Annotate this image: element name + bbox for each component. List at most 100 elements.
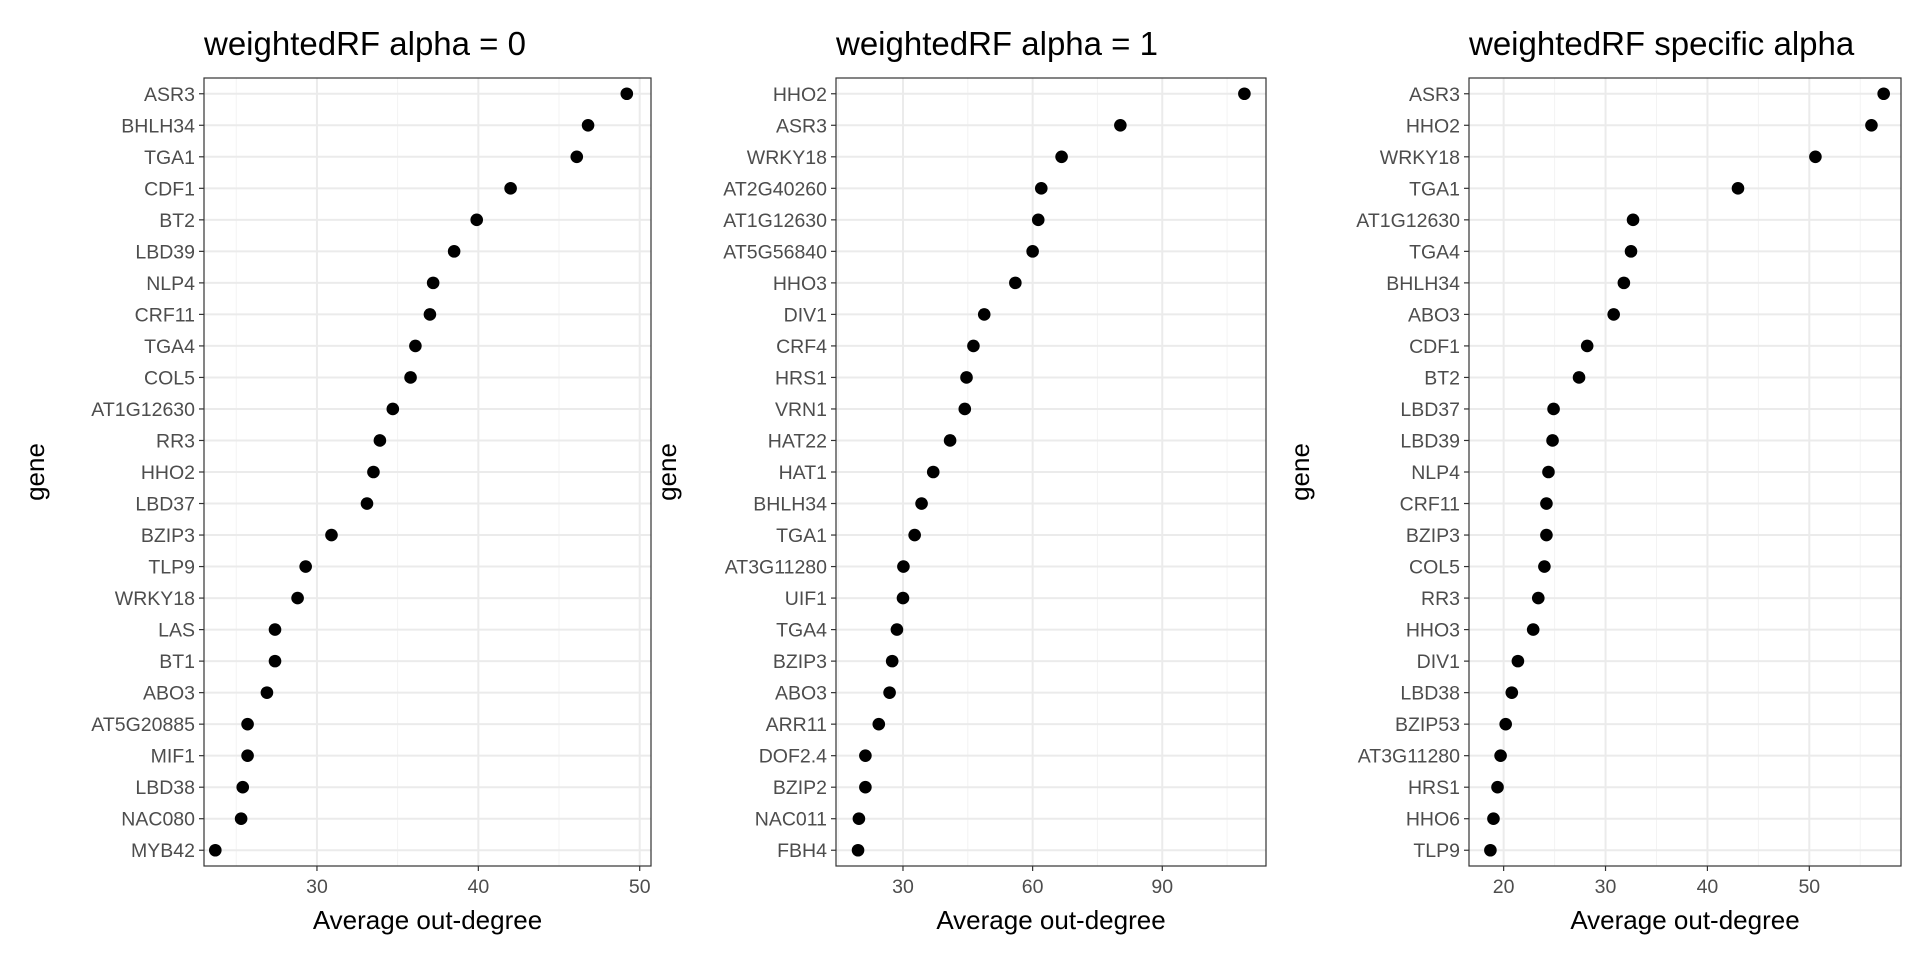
data-point-ASR3 — [620, 87, 634, 101]
data-point-TLP9 — [299, 560, 312, 573]
data-point-ASR3 — [1114, 118, 1127, 132]
x-axis-title: Average out-degree — [936, 905, 1165, 935]
data-point-TGA1 — [1731, 182, 1745, 195]
x-tick-label: 90 — [1151, 876, 1173, 898]
y-tick-label: AT2G40260 — [723, 178, 827, 200]
y-tick-label: ABO3 — [143, 683, 195, 705]
data-point-BZIP3 — [885, 654, 899, 668]
x-tick-label: 40 — [1697, 876, 1719, 898]
y-tick-label: DIV1 — [784, 304, 827, 326]
data-point-NLP4 — [426, 276, 440, 290]
y-tick-label: TGA4 — [1409, 241, 1460, 263]
data-point-DIV1 — [977, 308, 991, 321]
y-tick-label: AT1G12630 — [723, 210, 827, 232]
data-point-CRF4 — [967, 339, 980, 353]
y-tick-label: DOF2.4 — [759, 746, 827, 768]
data-point-AT1G12630 — [1031, 213, 1045, 227]
data-point-MYB42 — [208, 843, 222, 857]
panel-title: weightedRF specific alpha — [1468, 25, 1855, 62]
y-tick-label: BT1 — [159, 651, 195, 673]
data-point-LBD39 — [1546, 434, 1559, 447]
y-tick-label: HHO3 — [773, 273, 827, 295]
y-tick-label: DIV1 — [1417, 651, 1460, 673]
data-point-CDF1 — [1580, 339, 1594, 353]
x-tick-label: 40 — [467, 876, 489, 898]
y-tick-label: LBD39 — [135, 241, 195, 263]
data-point-LBD38 — [236, 780, 250, 794]
data-point-HHO2 — [367, 465, 380, 479]
data-point-TGA4 — [890, 623, 904, 636]
y-tick-label: AT5G20885 — [91, 714, 195, 736]
panel-1: ASR3 BHLH34 TGA1 CDF1 BT2 LBD39 NLP4 CRF11 TGA4 C… — [20, 25, 652, 935]
data-point-AT1G12630 — [386, 402, 400, 416]
y-tick-label: BT2 — [159, 210, 195, 232]
y-tick-label: ARR11 — [766, 714, 827, 736]
y-tick-label: AT1G12630 — [91, 399, 195, 421]
y-tick-label: BZIP3 — [773, 651, 827, 673]
y-tick-label: ABO3 — [1408, 304, 1460, 326]
data-point-ABO3 — [883, 686, 896, 699]
x-axis-title: Average out-degree — [1570, 905, 1799, 935]
y-tick-label: MIF1 — [151, 746, 195, 768]
x-tick-label: 50 — [629, 876, 651, 898]
data-point-CDF1 — [504, 182, 517, 195]
y-axis-title: gene — [20, 443, 50, 501]
panel-title: weightedRF alpha = 1 — [835, 25, 1158, 62]
data-point-ASR3 — [1877, 87, 1890, 101]
y-tick-label: LBD37 — [135, 494, 195, 516]
data-point-CRF11 — [423, 308, 437, 321]
y-tick-label: UIF1 — [785, 588, 827, 610]
y-tick-label: HAT22 — [768, 430, 827, 452]
data-point-HHO2 — [1238, 87, 1251, 101]
y-tick-label: BHLH34 — [753, 494, 827, 516]
y-tick-label: CRF4 — [776, 336, 827, 358]
panel-3: ASR3 HHO2 WRKY18 TGA1 AT1G12630 TGA4 BHLH34 ABO… — [1285, 25, 1902, 935]
data-point-RR3 — [373, 434, 387, 447]
y-tick-label: NLP4 — [1411, 462, 1460, 484]
y-tick-label: TGA1 — [1409, 178, 1460, 200]
data-point-HAT22 — [943, 434, 957, 447]
data-point-AT3G11280 — [897, 560, 910, 573]
y-tick-label: NAC080 — [121, 809, 195, 831]
y-tick-label: BHLH34 — [121, 115, 195, 137]
data-point-LBD39 — [447, 245, 461, 258]
y-tick-label: FBH4 — [777, 840, 827, 862]
x-tick-label: 30 — [306, 876, 328, 898]
data-point-HHO3 — [1526, 623, 1540, 636]
data-point-NAC011 — [852, 812, 866, 826]
data-point-COL5 — [1538, 560, 1551, 573]
data-point-RR3 — [1531, 591, 1545, 605]
y-tick-label: ASR3 — [1409, 84, 1460, 106]
data-point-VRN1 — [958, 402, 972, 416]
data-point-LBD37 — [360, 497, 374, 510]
data-point-BHLH34 — [581, 118, 595, 132]
data-point-DIV1 — [1511, 654, 1525, 668]
data-point-HHO6 — [1487, 812, 1500, 826]
y-tick-label: AT3G11280 — [725, 557, 827, 579]
y-tick-label: HRS1 — [775, 367, 827, 389]
y-tick-label: HHO3 — [1406, 620, 1460, 642]
y-tick-label: CDF1 — [1409, 336, 1460, 358]
y-tick-label: HRS1 — [1408, 777, 1460, 799]
data-point-LAS — [268, 623, 282, 636]
x-tick-label: 50 — [1798, 876, 1820, 898]
data-point-TGA1 — [908, 528, 921, 542]
x-axis-title: Average out-degree — [313, 905, 542, 935]
data-point-TGA1 — [570, 150, 584, 164]
data-point-AT2G40260 — [1034, 182, 1048, 195]
data-point-TGA4 — [409, 339, 422, 353]
y-axis-title: gene — [1285, 443, 1315, 501]
data-point-BHLH34 — [1617, 276, 1631, 290]
x-tick-label: 20 — [1493, 876, 1515, 898]
data-point-ABO3 — [1607, 308, 1620, 321]
data-point-HRS1 — [1491, 780, 1504, 794]
y-tick-label: TGA1 — [144, 147, 195, 169]
y-tick-label: RR3 — [156, 430, 195, 452]
data-point-MIF1 — [241, 749, 254, 762]
y-tick-label: HHO2 — [1406, 115, 1460, 137]
y-tick-label: LAS — [158, 620, 195, 642]
y-tick-label: LBD37 — [1400, 399, 1460, 421]
y-tick-label: HAT1 — [779, 462, 827, 484]
y-tick-label: CRF11 — [135, 304, 195, 326]
